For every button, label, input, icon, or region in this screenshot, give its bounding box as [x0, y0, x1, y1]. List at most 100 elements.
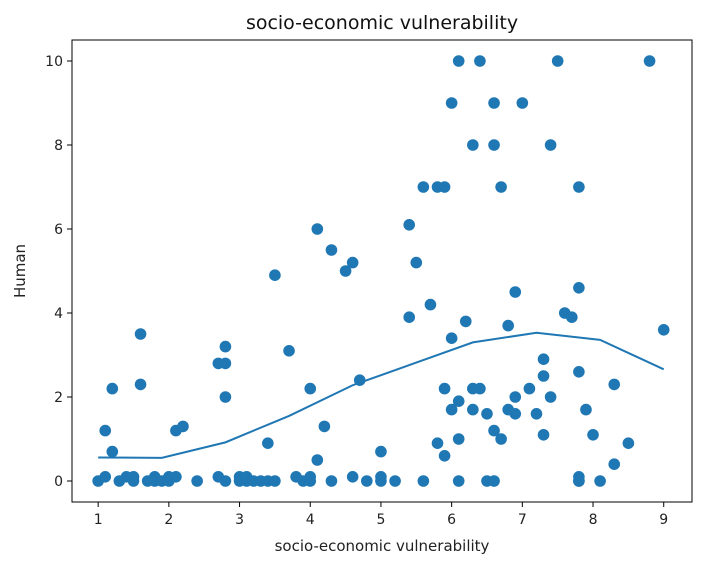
trend-line — [98, 331, 665, 459]
scatter-point — [488, 475, 500, 487]
scatter-point — [608, 458, 621, 471]
scatter-point — [325, 244, 338, 256]
scatter-point — [99, 424, 112, 437]
scatter-point — [516, 97, 529, 109]
scatter-point — [445, 403, 458, 416]
scatter-point — [488, 97, 500, 109]
trend-line-layer — [98, 331, 665, 459]
y-tick-label: 2 — [54, 390, 63, 406]
scatter-point — [459, 315, 472, 328]
scatter-point — [219, 391, 232, 403]
y-tick-label: 8 — [54, 138, 63, 154]
scatter-point — [657, 324, 670, 336]
scatter-points — [92, 55, 670, 487]
scatter-point — [495, 433, 507, 445]
scatter-point — [375, 445, 387, 458]
scatter-point — [587, 429, 599, 441]
scatter-point — [643, 55, 656, 67]
y-tick-label: 4 — [54, 306, 63, 322]
x-tick-label: 4 — [306, 512, 315, 528]
scatter-point — [417, 475, 430, 487]
scatter-point — [106, 445, 119, 458]
scatter-point — [509, 391, 522, 403]
scatter-point — [219, 357, 232, 370]
scatter-point — [106, 382, 119, 395]
x-tick-label: 9 — [659, 512, 668, 528]
scatter-point — [488, 139, 500, 151]
x-tick-label: 5 — [376, 512, 385, 528]
scatter-point — [346, 256, 359, 269]
scatter-point — [431, 437, 444, 450]
scatter-point — [438, 181, 451, 193]
scatter-point — [537, 353, 550, 366]
scatter-point — [573, 475, 585, 487]
scatter-point — [219, 340, 232, 353]
scatter-point — [99, 471, 112, 483]
scatter-point — [488, 424, 500, 437]
scatter-point — [134, 328, 147, 340]
scatter-point — [452, 395, 465, 408]
scatter-point — [523, 382, 536, 395]
scatter-point — [573, 366, 585, 378]
y-tick-label: 0 — [54, 474, 63, 490]
scatter-point — [438, 382, 451, 395]
scatter-point — [346, 471, 359, 483]
y-axis-ticks: 0 2 4 6 8 10 — [45, 54, 72, 490]
scatter-point — [495, 181, 507, 193]
y-axis-label: Human — [11, 244, 29, 298]
x-tick-label: 3 — [235, 512, 244, 528]
scatter-point — [445, 332, 458, 345]
scatter-point — [283, 345, 295, 357]
scatter-point — [474, 382, 486, 395]
scatter-point — [410, 256, 423, 269]
x-axis-ticks: 1 2 3 4 5 6 7 8 9 — [94, 502, 668, 528]
scatter-point — [452, 475, 465, 487]
scatter-point — [269, 269, 281, 282]
x-tick-label: 8 — [589, 512, 598, 528]
scatter-point — [375, 475, 387, 487]
scatter-point — [325, 475, 338, 487]
x-tick-label: 2 — [164, 512, 173, 528]
scatter-point — [304, 382, 317, 395]
scatter-point — [170, 471, 182, 483]
scatter-point — [467, 403, 479, 416]
scatter-point — [438, 450, 451, 462]
scatter-point — [573, 181, 585, 193]
scatter-point — [622, 437, 635, 450]
scatter-point — [311, 223, 324, 235]
scatter-point — [509, 408, 522, 420]
x-tick-label: 7 — [518, 512, 527, 528]
scatter-point — [389, 475, 401, 487]
scatter-point — [403, 219, 416, 231]
x-tick-label: 1 — [94, 512, 103, 528]
scatter-point — [304, 471, 317, 483]
scatter-point — [594, 475, 606, 487]
scatter-point — [481, 408, 493, 420]
y-tick-label: 6 — [54, 222, 63, 238]
scatter-point — [502, 319, 514, 332]
scatter-point — [544, 391, 557, 403]
scatter-point — [537, 370, 550, 382]
scatter-point — [219, 475, 232, 487]
scatter-point — [361, 475, 373, 487]
x-axis-label: socio-economic vulnerability — [275, 537, 490, 555]
scatter-point — [537, 429, 550, 441]
scatter-point — [566, 311, 578, 324]
axes-frame — [71, 39, 693, 503]
scatter-point — [608, 378, 621, 391]
scatter-point — [311, 454, 324, 466]
scatter-point — [134, 378, 147, 391]
scatter-point — [127, 471, 140, 483]
scatter-point — [474, 55, 486, 67]
scatter-point — [573, 282, 585, 294]
scatter-point — [544, 139, 557, 151]
scatter-point — [403, 311, 416, 324]
chart-title: socio-economic vulnerability — [246, 12, 518, 34]
scatter-point — [509, 286, 522, 298]
scatter-point — [262, 437, 274, 450]
scatter-point — [551, 55, 564, 67]
scatter-point — [318, 420, 331, 433]
scatter-point — [452, 55, 465, 67]
